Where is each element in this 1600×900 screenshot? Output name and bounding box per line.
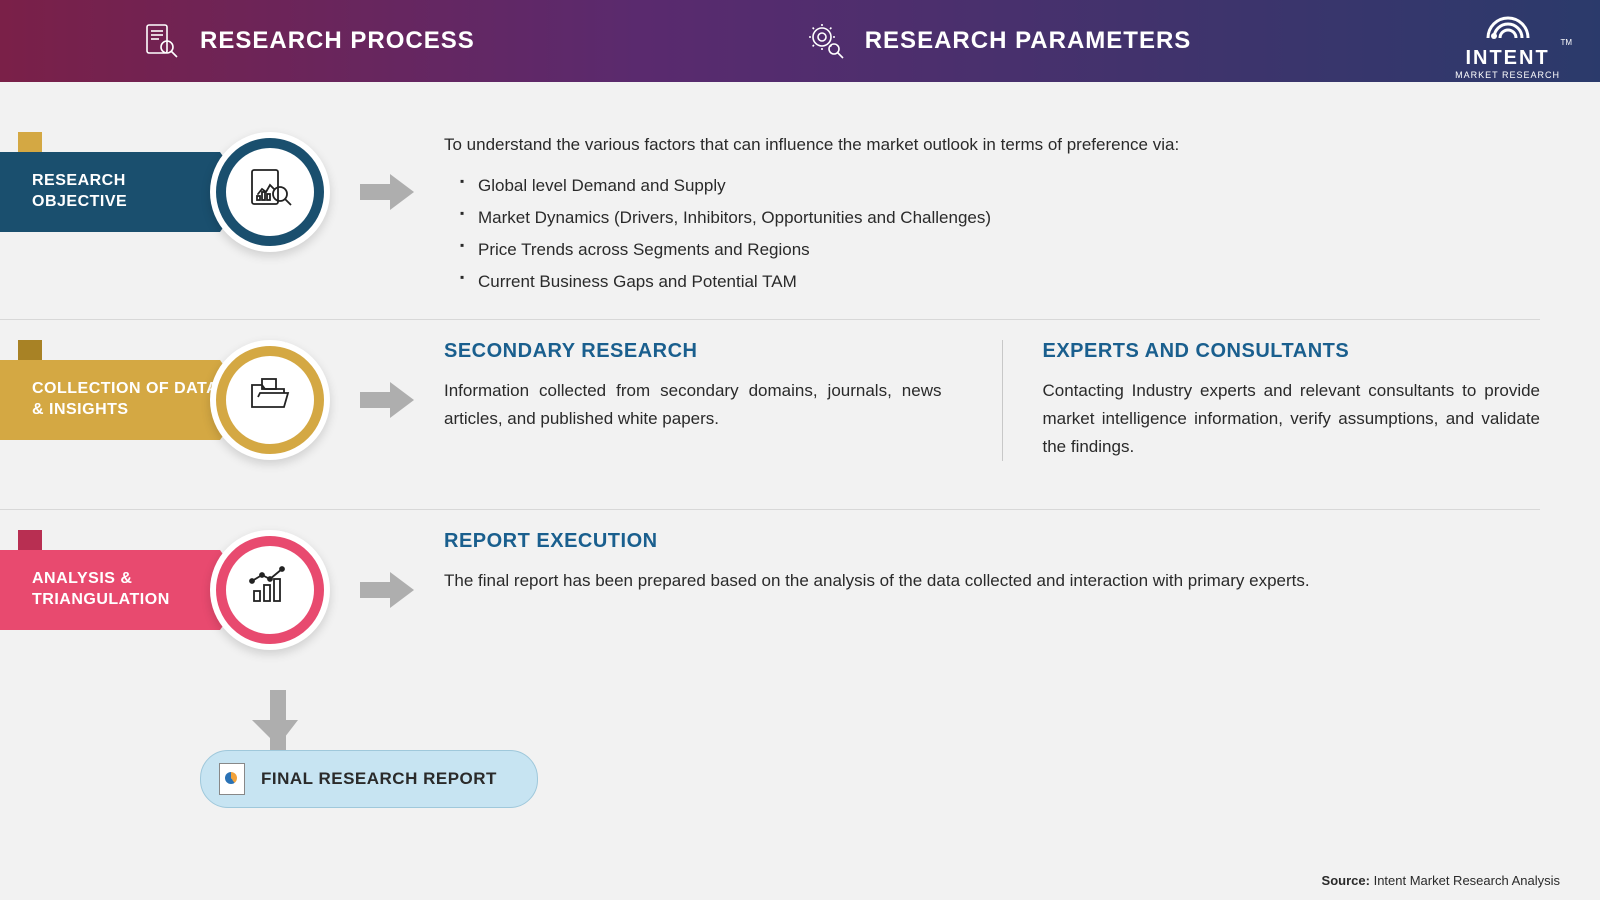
brand-logo: INTENT MARKET RESEARCH TM <box>1455 10 1560 80</box>
folder-open-icon <box>244 371 296 428</box>
section-body: The final report has been prepared based… <box>444 567 1540 595</box>
header-right-title: RESEARCH PARAMETERS <box>865 27 1192 55</box>
bullet-item: Current Business Gaps and Potential TAM <box>460 266 1540 298</box>
ribbon-text: RESEARCH OBJECTIVE <box>32 171 220 213</box>
final-report-pill: FINAL RESEARCH REPORT <box>200 750 538 808</box>
detail-panel: SECONDARY RESEARCH Information collected… <box>414 320 1540 481</box>
header-bar: RESEARCH PROCESS RESEARCH PARAMETERS INT… <box>0 0 1600 82</box>
section-title: REPORT EXECUTION <box>444 530 1540 553</box>
ribbon-label: ANALYSIS & TRIANGULATION <box>0 550 220 630</box>
ribbon-text: ANALYSIS & TRIANGULATION <box>32 569 220 611</box>
step-circle <box>210 132 330 252</box>
step-circle <box>210 340 330 460</box>
source-prefix: Source: <box>1322 873 1370 888</box>
source-text: Intent Market Research Analysis <box>1374 873 1560 888</box>
column-body: Information collected from secondary dom… <box>444 377 942 433</box>
detail-panel: REPORT EXECUTION The final report has be… <box>414 510 1540 615</box>
document-mini-icon <box>219 763 245 795</box>
detail-panel: To understand the various factors that c… <box>414 112 1540 319</box>
header-right: RESEARCH PARAMETERS <box>805 20 1192 62</box>
header-left-title: RESEARCH PROCESS <box>200 27 475 55</box>
bullet-item: Global level Demand and Supply <box>460 170 1540 202</box>
content-area: RESEARCH OBJECTIVE To <box>0 82 1600 699</box>
final-label: FINAL RESEARCH REPORT <box>261 769 497 789</box>
header-left: RESEARCH PROCESS <box>140 20 475 62</box>
gear-search-icon <box>805 20 847 62</box>
report-search-icon <box>244 164 296 221</box>
column-title: EXPERTS AND CONSULTANTS <box>1043 340 1541 363</box>
logo-arc-icon <box>1480 10 1536 40</box>
source-attribution: Source: Intent Market Research Analysis <box>1322 873 1560 888</box>
ribbon-label: COLLECTION OF DATA & INSIGHTS <box>0 360 220 440</box>
detail-column: SECONDARY RESEARCH Information collected… <box>444 340 942 461</box>
process-row-analysis: ANALYSIS & TRIANGULATION <box>0 509 1540 699</box>
ribbon-text: COLLECTION OF DATA & INSIGHTS <box>32 379 220 421</box>
arrow-right-icon <box>360 172 414 212</box>
column-body: Contacting Industry experts and relevant… <box>1043 377 1541 461</box>
detail-column: EXPERTS AND CONSULTANTS Contacting Indus… <box>1002 340 1541 461</box>
bullet-item: Price Trends across Segments and Regions <box>460 234 1540 266</box>
ribbon-label: RESEARCH OBJECTIVE <box>0 152 220 232</box>
bullet-item: Market Dynamics (Drivers, Inhibitors, Op… <box>460 202 1540 234</box>
logo-main-text: INTENT <box>1455 47 1560 70</box>
bullet-list: Global level Demand and Supply Market Dy… <box>444 170 1540 299</box>
arrow-right-icon <box>360 380 414 420</box>
document-search-icon <box>140 20 182 62</box>
detail-intro: To understand the various factors that c… <box>444 132 1540 158</box>
chart-growth-icon <box>244 561 296 618</box>
arrow-down-icon <box>252 690 304 746</box>
column-title: SECONDARY RESEARCH <box>444 340 942 363</box>
process-row-objective: RESEARCH OBJECTIVE To <box>0 112 1540 319</box>
process-row-collection: COLLECTION OF DATA & INSIGHTS <box>0 319 1540 509</box>
step-circle <box>210 530 330 650</box>
arrow-right-icon <box>360 570 414 610</box>
logo-sub-text: MARKET RESEARCH <box>1455 70 1560 80</box>
logo-tm: TM <box>1560 38 1572 47</box>
